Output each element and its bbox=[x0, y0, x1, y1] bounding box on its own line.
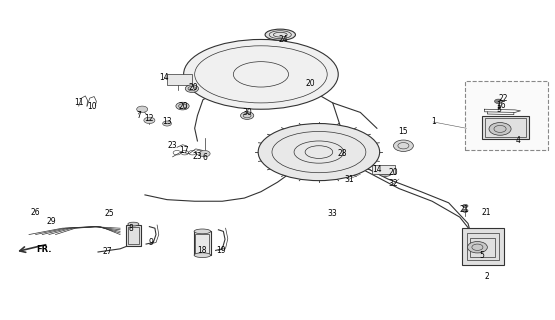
Bar bbox=[194, 231, 211, 255]
Text: 32: 32 bbox=[388, 179, 398, 188]
Circle shape bbox=[176, 102, 189, 110]
Text: 2: 2 bbox=[485, 272, 490, 281]
Text: 31: 31 bbox=[345, 174, 354, 184]
Text: FR.: FR. bbox=[37, 245, 52, 254]
Circle shape bbox=[379, 169, 392, 177]
Bar bbox=[167, 74, 192, 85]
Text: 23: 23 bbox=[168, 141, 178, 150]
Ellipse shape bbox=[184, 39, 338, 109]
Text: 13: 13 bbox=[162, 117, 172, 126]
Bar bbox=[467, 233, 499, 260]
Circle shape bbox=[489, 123, 511, 135]
Text: 9: 9 bbox=[148, 238, 153, 247]
Circle shape bbox=[393, 140, 413, 151]
Text: 5: 5 bbox=[480, 251, 485, 260]
Text: 20: 20 bbox=[189, 83, 198, 92]
Text: 18: 18 bbox=[197, 246, 206, 255]
Text: 29: 29 bbox=[46, 217, 56, 226]
Text: 17: 17 bbox=[179, 146, 189, 155]
Ellipse shape bbox=[265, 29, 295, 40]
Text: 15: 15 bbox=[398, 127, 408, 136]
Ellipse shape bbox=[128, 222, 139, 226]
Text: 21: 21 bbox=[460, 205, 469, 214]
Text: 25: 25 bbox=[104, 209, 114, 219]
Text: 12: 12 bbox=[144, 114, 154, 123]
Text: 20: 20 bbox=[388, 168, 398, 177]
Bar bbox=[482, 116, 529, 140]
Text: 4: 4 bbox=[515, 136, 520, 146]
Text: 8: 8 bbox=[129, 224, 134, 233]
Text: 21: 21 bbox=[482, 208, 491, 217]
Text: 11: 11 bbox=[74, 99, 83, 108]
Bar bbox=[462, 228, 504, 265]
Circle shape bbox=[462, 204, 468, 208]
Text: 19: 19 bbox=[216, 246, 226, 255]
Circle shape bbox=[495, 99, 502, 104]
Bar bbox=[470, 238, 495, 257]
Bar bbox=[195, 234, 209, 253]
Text: 22: 22 bbox=[498, 94, 508, 103]
Circle shape bbox=[462, 209, 468, 212]
Bar bbox=[372, 165, 395, 174]
Text: 6: 6 bbox=[202, 153, 207, 162]
Text: 7: 7 bbox=[136, 111, 141, 120]
Text: 16: 16 bbox=[496, 101, 506, 110]
Bar bbox=[465, 81, 548, 150]
Text: 30: 30 bbox=[242, 108, 252, 117]
Text: 28: 28 bbox=[338, 149, 347, 158]
Circle shape bbox=[199, 150, 210, 157]
Text: 20: 20 bbox=[306, 79, 315, 88]
Ellipse shape bbox=[194, 229, 211, 234]
Text: 14: 14 bbox=[372, 165, 382, 174]
Text: 3: 3 bbox=[496, 105, 501, 114]
Circle shape bbox=[240, 112, 254, 119]
Text: 23: 23 bbox=[193, 152, 202, 161]
Ellipse shape bbox=[194, 253, 211, 258]
Bar bbox=[485, 118, 526, 137]
Text: 27: 27 bbox=[103, 247, 112, 257]
Text: 10: 10 bbox=[88, 101, 97, 111]
Circle shape bbox=[144, 117, 155, 124]
Text: 1: 1 bbox=[431, 117, 436, 126]
Text: 26: 26 bbox=[31, 208, 41, 217]
Bar bbox=[125, 225, 141, 246]
Circle shape bbox=[163, 121, 171, 126]
Text: 33: 33 bbox=[328, 209, 337, 219]
Ellipse shape bbox=[258, 124, 380, 180]
Circle shape bbox=[185, 85, 199, 92]
Text: 14: 14 bbox=[159, 73, 169, 82]
Text: 20: 20 bbox=[179, 101, 189, 111]
Text: 24: 24 bbox=[278, 35, 288, 44]
Bar bbox=[128, 227, 139, 244]
Circle shape bbox=[467, 242, 487, 253]
Circle shape bbox=[137, 106, 148, 112]
